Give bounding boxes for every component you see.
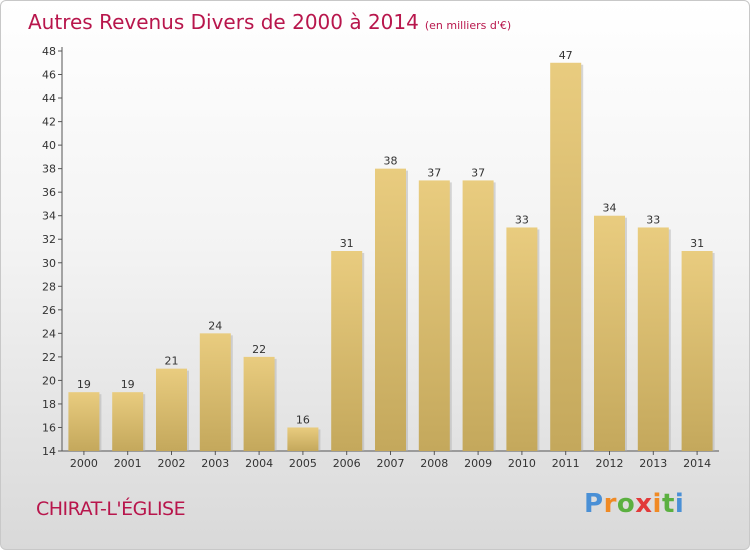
y-tick-label: 22 [42, 351, 56, 364]
data-label: 37 [427, 166, 441, 179]
y-tick-label: 16 [42, 421, 56, 434]
x-tick-label: 2006 [333, 457, 361, 470]
bar [287, 427, 319, 451]
x-tick-label: 2001 [114, 457, 142, 470]
y-tick-label: 48 [42, 45, 56, 58]
y-tick-label: 32 [42, 233, 56, 246]
bar [156, 368, 187, 451]
bar [550, 62, 582, 451]
bar [637, 227, 669, 451]
data-label: 24 [208, 319, 222, 332]
data-label: 19 [121, 378, 135, 391]
logo-letter: t [661, 489, 675, 519]
data-label: 37 [471, 166, 485, 179]
y-tick-label: 44 [42, 92, 56, 105]
x-tick-label: 2005 [289, 457, 317, 470]
bar [68, 392, 100, 451]
y-tick-label: 40 [42, 139, 56, 152]
proxiti-logo: Proxiti [584, 489, 684, 519]
y-tick-label: 38 [42, 163, 56, 176]
data-label: 31 [340, 237, 354, 250]
bar [112, 392, 144, 451]
chart-title-text: Autres Revenus Divers de 2000 à 2014 [28, 10, 419, 34]
data-label: 33 [515, 213, 529, 226]
chart-subtitle: (en milliers d'€) [424, 19, 512, 32]
bar [681, 251, 713, 451]
y-tick-label: 28 [42, 280, 56, 293]
x-tick-label: 2008 [420, 457, 448, 470]
y-tick-label: 42 [42, 116, 56, 129]
y-tick-label: 20 [42, 374, 56, 387]
x-tick-label: 2000 [70, 457, 98, 470]
x-tick-label: 2011 [552, 457, 580, 470]
bar [594, 215, 625, 451]
x-tick-label: 2002 [158, 457, 186, 470]
logo-letter: P [584, 489, 604, 519]
data-label: 38 [384, 155, 398, 168]
y-tick-label: 14 [42, 445, 56, 458]
logo-letter: i [652, 489, 662, 519]
x-tick-label: 2014 [683, 457, 711, 470]
x-tick-label: 2004 [245, 457, 273, 470]
data-label: 16 [296, 413, 310, 426]
place-name: CHIRAT-L'ÉGLISE [36, 498, 186, 520]
x-tick-label: 2003 [201, 457, 229, 470]
logo-letter: o [616, 489, 636, 519]
data-label: 21 [165, 355, 179, 368]
data-label: 19 [77, 378, 91, 391]
bar [375, 168, 406, 451]
y-tick-label: 30 [42, 257, 56, 270]
data-label: 22 [252, 343, 266, 356]
logo-letter: x [635, 489, 653, 519]
bar [418, 180, 450, 452]
logo-letter: i [674, 489, 685, 519]
y-tick-label: 36 [42, 186, 56, 199]
data-label: 31 [690, 237, 704, 250]
y-tick-label: 24 [42, 327, 56, 340]
x-tick-label: 2009 [464, 457, 492, 470]
bar [462, 180, 494, 452]
data-label: 47 [559, 49, 573, 62]
chart-title: Autres Revenus Divers de 2000 à 2014 (en … [28, 10, 511, 34]
x-tick-label: 2010 [508, 457, 536, 470]
data-label: 33 [646, 213, 660, 226]
data-label: 34 [603, 202, 617, 215]
bar [331, 251, 363, 451]
x-tick-label: 2013 [639, 457, 667, 470]
x-tick-label: 2012 [596, 457, 624, 470]
y-tick-label: 18 [42, 398, 56, 411]
logo-letter: r [603, 489, 617, 519]
y-tick-label: 26 [42, 304, 56, 317]
bar [243, 356, 275, 451]
y-tick-label: 34 [42, 210, 56, 223]
y-tick-label: 46 [42, 69, 56, 82]
bar [199, 333, 231, 451]
bar [506, 227, 538, 451]
x-tick-label: 2007 [377, 457, 405, 470]
